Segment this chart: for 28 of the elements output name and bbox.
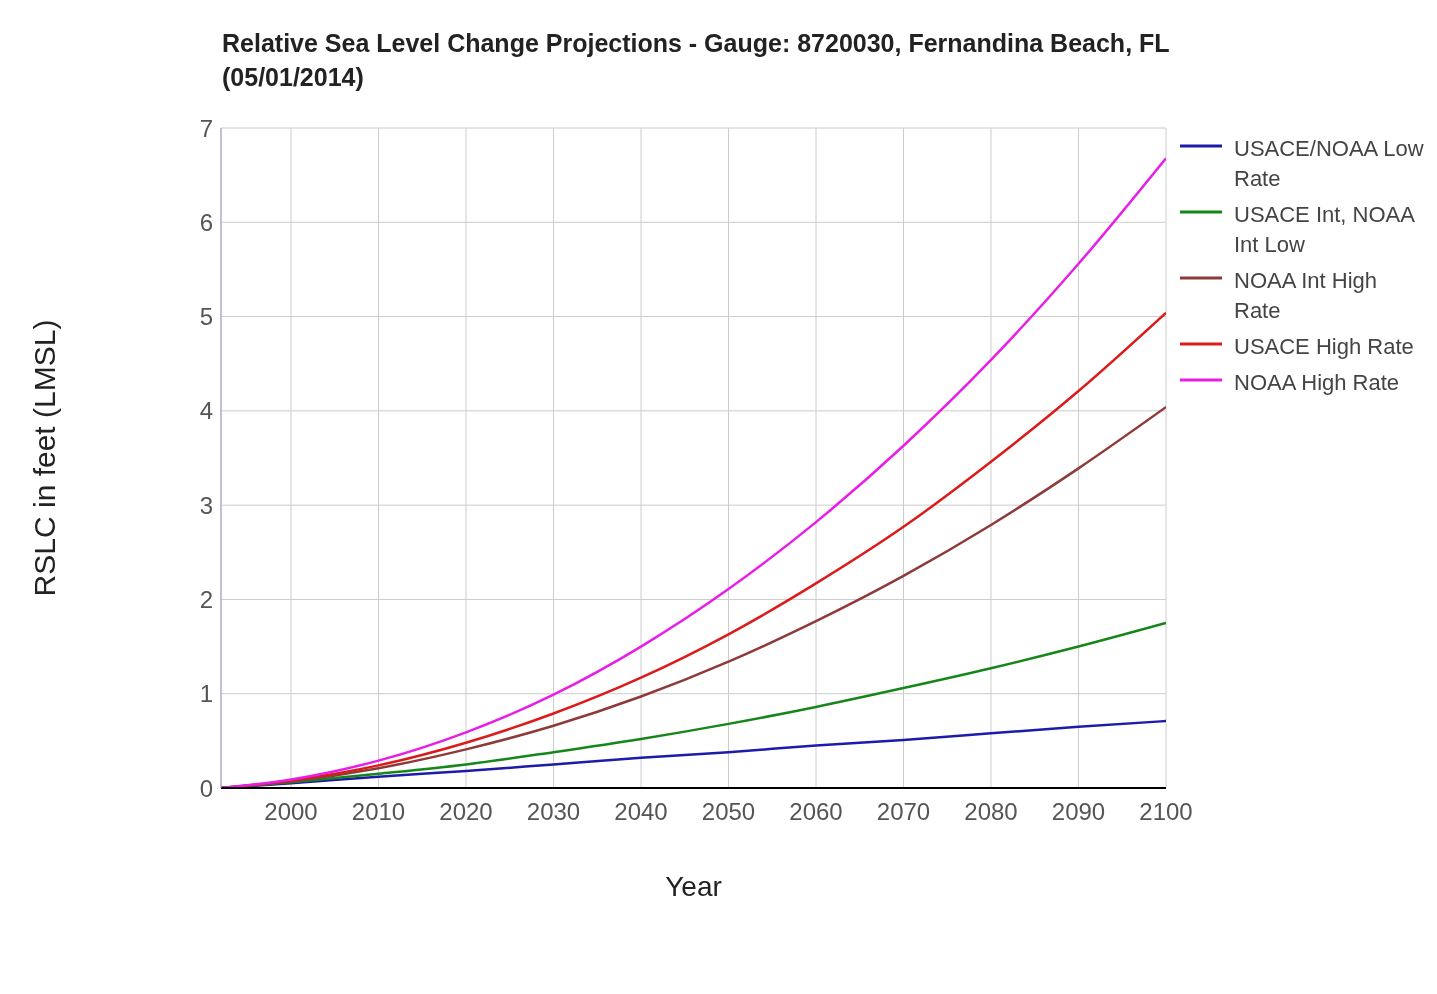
y-tick-label: 2 xyxy=(199,585,213,613)
x-tick-label: 2060 xyxy=(789,798,843,825)
x-tick-label: 2090 xyxy=(1051,798,1106,825)
legend-label: USACE High Rate xyxy=(1234,333,1414,361)
y-tick-label: 0 xyxy=(199,774,213,802)
legend-label: USACE/NOAA Low Rate xyxy=(1234,135,1425,193)
x-tick-label: 2020 xyxy=(439,798,493,825)
x-tick-label: 2080 xyxy=(964,798,1018,825)
x-tick-label: 2000 xyxy=(264,798,318,825)
x-tick-label: 2070 xyxy=(876,798,931,825)
chart-title: Relative Sea Level Change Projections - Gauge: 8720030, Fernandina Beach, FL (05/01/2014) xyxy=(222,28,1171,93)
y-tick-label: 5 xyxy=(199,303,213,331)
y-axis-title: RSLC in feet (LMSL) xyxy=(27,319,61,597)
x-tick-label: 2050 xyxy=(701,798,756,825)
x-tick-label: 2040 xyxy=(614,798,668,825)
y-tick-label: 1 xyxy=(199,680,213,708)
legend-label: NOAA Int High Rate xyxy=(1234,267,1379,325)
x-axis-title: Year xyxy=(665,871,722,902)
y-tick-label: 6 xyxy=(199,208,213,236)
x-tick-label: 2010 xyxy=(351,798,406,825)
y-tick-label: 4 xyxy=(199,397,213,425)
legend-label: USACE Int, NOAA Int Low xyxy=(1234,201,1416,259)
y-tick-label: 7 xyxy=(199,114,213,142)
x-tick-label: 2100 xyxy=(1139,798,1193,825)
x-tick-label: 2030 xyxy=(526,798,581,825)
y-tick-label: 3 xyxy=(199,491,213,519)
legend-label: NOAA High Rate xyxy=(1234,369,1400,397)
line-series xyxy=(221,156,1166,788)
